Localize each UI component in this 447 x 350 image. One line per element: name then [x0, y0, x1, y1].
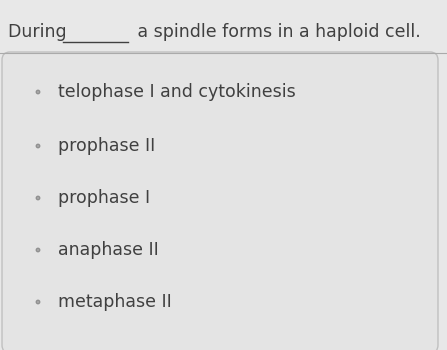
Circle shape — [37, 145, 39, 147]
Text: metaphase II: metaphase II — [58, 293, 172, 311]
Circle shape — [37, 248, 39, 252]
Text: anaphase II: anaphase II — [58, 241, 159, 259]
Text: telophase I and cytokinesis: telophase I and cytokinesis — [58, 83, 296, 101]
Text: a spindle forms in a haploid cell.: a spindle forms in a haploid cell. — [132, 23, 421, 41]
Text: prophase II: prophase II — [58, 137, 155, 155]
Circle shape — [37, 91, 39, 93]
Text: During: During — [8, 23, 72, 41]
FancyBboxPatch shape — [2, 52, 438, 350]
Circle shape — [37, 196, 39, 200]
Text: prophase I: prophase I — [58, 189, 150, 207]
Circle shape — [37, 301, 39, 303]
